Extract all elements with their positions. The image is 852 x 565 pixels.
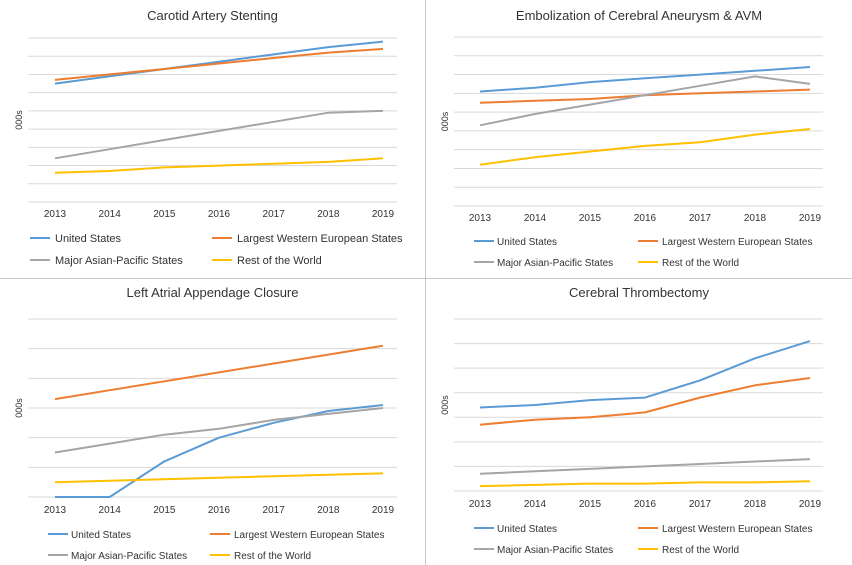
series-line-rest-of-the-world — [479, 480, 811, 488]
x-tick-label: 2016 — [208, 209, 231, 220]
chart-panel-carotid: Carotid Artery Stenting 000s 2013 2014 2015 2… — [0, 0, 425, 278]
chart-panel-laa-closure: Left Atrial Appendage Closure 000s 2013 201… — [0, 279, 425, 565]
x-tick-label: 2014 — [524, 213, 547, 224]
x-tick-label: 2017 — [263, 209, 286, 220]
legend-label-major-asian-pacific-states: Major Asian-Pacific States — [55, 255, 183, 267]
x-tick-label: 2014 — [524, 499, 547, 510]
chart-panel-thrombectomy: Cerebral Thrombectomy 000s 2013 2014 2015 201… — [426, 279, 852, 565]
x-tick-label: 2015 — [153, 209, 176, 220]
x-tick-label: 2015 — [153, 505, 176, 516]
series-line-united-states — [55, 404, 384, 498]
legend-label-united-states: United States — [55, 233, 122, 245]
series-line-major-asian-pacific-states — [479, 75, 811, 127]
y-axis-label: 000s — [14, 398, 24, 418]
x-tick-label: 2016 — [208, 505, 231, 516]
series-line-united-states — [479, 66, 811, 93]
x-tick-label: 2016 — [634, 213, 657, 224]
horizontal-divider — [0, 278, 852, 279]
x-tick-label: 2019 — [799, 499, 822, 510]
x-tick-label: 2013 — [469, 499, 492, 510]
chart-cerebral-thrombectomy: Cerebral Thrombectomy 000s 2013 2014 2015 201… — [440, 285, 823, 556]
legend-label-united-states: United States — [497, 237, 557, 248]
x-tick-label: 2013 — [469, 213, 492, 224]
series-line-rest-of-the-world — [54, 157, 384, 174]
chart-title: Embolization of Cerebral Aneurysm & AVM — [516, 8, 762, 23]
y-axis-label: 000s — [440, 111, 450, 131]
legend-label-rest-of-the-world: Rest of the World — [662, 258, 739, 269]
chart-embolization-aneurysm-avm: Embolization of Cerebral Aneurysm & AVM 0… — [440, 8, 823, 269]
x-tick-label: 2018 — [744, 213, 767, 224]
chart-panel-embolization: Embolization of Cerebral Aneurysm & AVM 0… — [426, 0, 852, 278]
legend-label-largest-western-european-states: Largest Western European States — [662, 524, 812, 535]
legend-label-rest-of-the-world: Rest of the World — [662, 545, 739, 556]
legend-label-largest-western-european-states: Largest Western European States — [662, 237, 812, 248]
series-line-united-states — [54, 40, 384, 85]
legend-label-largest-western-european-states: Largest Western European States — [234, 530, 384, 541]
legend-label-major-asian-pacific-states: Major Asian-Pacific States — [71, 551, 187, 562]
series-line-rest-of-the-world — [54, 472, 384, 484]
y-axis-label: 000s — [14, 110, 24, 130]
x-tick-label: 2017 — [689, 499, 712, 510]
series-line-largest-western-european-states — [479, 377, 811, 426]
legend-label-major-asian-pacific-states: Major Asian-Pacific States — [497, 258, 613, 269]
legend-label-united-states: United States — [497, 524, 557, 535]
series-line-major-asian-pacific-states — [54, 407, 384, 454]
x-tick-label: 2016 — [634, 499, 657, 510]
x-tick-label: 2015 — [579, 213, 602, 224]
x-tick-label: 2014 — [99, 505, 122, 516]
chart-carotid-artery-stenting: Carotid Artery Stenting 000s 2013 2014 2015 2… — [14, 8, 403, 267]
series-line-largest-western-european-states — [54, 47, 384, 81]
x-tick-label: 2018 — [317, 505, 340, 516]
legend-label-largest-western-european-states: Largest Western European States — [237, 233, 403, 245]
x-tick-label: 2018 — [744, 499, 767, 510]
x-tick-label: 2013 — [44, 505, 67, 516]
legend-label-major-asian-pacific-states: Major Asian-Pacific States — [497, 545, 613, 556]
chart-title: Cerebral Thrombectomy — [569, 285, 709, 300]
legend-label-rest-of-the-world: Rest of the World — [234, 551, 311, 562]
chart-left-atrial-appendage-closure: Left Atrial Appendage Closure 000s 2013 201… — [14, 285, 397, 562]
chart-title: Left Atrial Appendage Closure — [126, 285, 298, 300]
x-tick-label: 2013 — [44, 209, 67, 220]
x-tick-label: 2019 — [372, 505, 395, 516]
series-line-united-states — [479, 340, 811, 409]
x-tick-label: 2019 — [799, 213, 822, 224]
legend-label-united-states: United States — [71, 530, 131, 541]
series-line-major-asian-pacific-states — [54, 109, 384, 160]
x-tick-label: 2018 — [317, 209, 340, 220]
y-axis-label: 000s — [440, 395, 450, 415]
series-line-largest-western-european-states — [54, 344, 384, 401]
series-line-major-asian-pacific-states — [479, 458, 811, 475]
series-line-rest-of-the-world — [479, 128, 811, 166]
vertical-divider — [425, 0, 426, 565]
x-tick-label: 2019 — [372, 209, 395, 220]
x-tick-label: 2017 — [263, 505, 286, 516]
x-tick-label: 2017 — [689, 213, 712, 224]
x-tick-label: 2014 — [99, 209, 122, 220]
chart-title: Carotid Artery Stenting — [147, 8, 278, 23]
x-tick-label: 2015 — [579, 499, 602, 510]
legend-label-rest-of-the-world: Rest of the World — [237, 255, 322, 267]
